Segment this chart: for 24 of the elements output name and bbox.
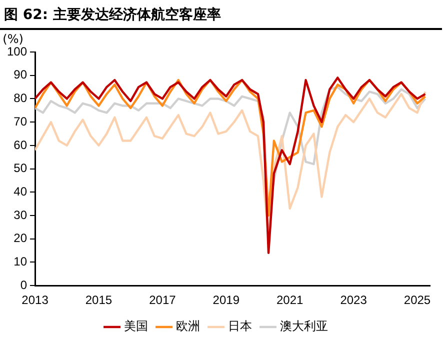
y-tick-label: 20: [14, 231, 28, 246]
x-tick-label: 2021: [276, 293, 304, 308]
x-tick-label: 2017: [149, 293, 176, 308]
y-tick-label: 100: [6, 44, 28, 58]
y-tick-label: 60: [14, 138, 28, 152]
legend-label: 日本: [228, 319, 252, 334]
y-tick-label: 0: [20, 278, 28, 292]
x-tick-label: 2015: [85, 293, 112, 308]
x-tick-label: 2025: [404, 293, 431, 308]
y-tick-label: 30: [14, 208, 28, 222]
x-tick-label: 2019: [212, 293, 240, 308]
y-axis-title: (%): [2, 32, 24, 46]
x-tick-label: 2013: [22, 293, 49, 308]
legend-label: 澳大利亚: [280, 319, 328, 334]
x-tick-label: 2023: [340, 293, 368, 308]
y-tick-label: 70: [14, 114, 28, 128]
y-tick-label: 80: [14, 91, 28, 106]
legend-label: 欧洲: [176, 319, 200, 334]
y-tick-label: 90: [14, 68, 28, 82]
y-tick-label: 40: [14, 184, 28, 198]
chart-title: 图 62: 主要发达经济体航空客座率: [0, 0, 442, 30]
y-tick-label: 10: [14, 254, 28, 269]
legend-label: 美国: [124, 319, 148, 334]
y-tick-label: 50: [14, 161, 28, 176]
